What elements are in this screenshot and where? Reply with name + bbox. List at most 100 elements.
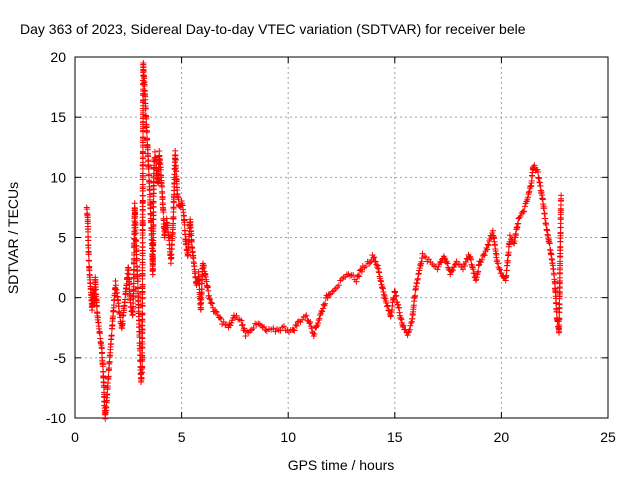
data-point xyxy=(557,244,564,251)
data-point xyxy=(556,323,563,330)
data-point xyxy=(383,299,390,306)
data-point xyxy=(216,314,223,321)
data-point xyxy=(115,303,122,310)
data-point xyxy=(100,383,107,390)
data-point xyxy=(530,163,537,170)
data-point xyxy=(355,272,362,279)
data-point xyxy=(85,251,92,258)
data-point xyxy=(493,251,500,258)
data-point xyxy=(197,305,204,312)
x-tick-label: 25 xyxy=(600,429,616,445)
y-tick-label: 5 xyxy=(58,230,66,246)
data-point xyxy=(503,272,510,279)
data-point xyxy=(157,166,164,173)
data-point xyxy=(406,326,413,333)
data-point xyxy=(139,364,146,371)
data-point xyxy=(291,327,298,334)
data-point xyxy=(521,208,528,215)
data-point xyxy=(484,246,491,253)
data-point xyxy=(228,319,235,326)
data-point xyxy=(306,320,313,327)
data-point xyxy=(200,262,207,269)
y-tick-label: 10 xyxy=(50,169,66,185)
data-point xyxy=(299,316,306,323)
data-point xyxy=(99,363,106,370)
y-tick-label: -10 xyxy=(46,410,66,426)
data-point xyxy=(139,310,146,317)
data-point xyxy=(220,318,227,325)
data-point xyxy=(400,322,407,329)
data-point xyxy=(556,315,563,322)
x-tick-label: 0 xyxy=(71,429,79,445)
data-point xyxy=(270,325,277,332)
data-point xyxy=(363,263,370,270)
data-point xyxy=(556,301,563,308)
data-point xyxy=(136,334,143,341)
data-point xyxy=(119,318,126,325)
data-point xyxy=(213,308,220,315)
data-point xyxy=(277,327,284,334)
data-point xyxy=(451,261,458,268)
data-point xyxy=(506,232,513,239)
data-point xyxy=(139,181,146,188)
data-point xyxy=(496,266,503,273)
data-point xyxy=(132,230,139,237)
data-point xyxy=(122,296,129,303)
data-point xyxy=(198,286,205,293)
data-point xyxy=(133,257,140,264)
data-point xyxy=(293,322,300,329)
data-point xyxy=(460,266,467,273)
data-point xyxy=(143,115,150,122)
data-point xyxy=(496,265,503,272)
data-point xyxy=(144,136,151,143)
data-point xyxy=(188,238,195,245)
data-point xyxy=(444,260,451,267)
data-point xyxy=(227,322,234,329)
data-point xyxy=(99,349,106,356)
data-point xyxy=(422,254,429,261)
data-point xyxy=(494,257,501,264)
data-point xyxy=(86,257,93,264)
y-tick-label: -5 xyxy=(54,350,67,366)
data-point xyxy=(150,198,157,205)
data-point xyxy=(335,282,342,289)
data-point xyxy=(478,256,485,263)
data-point xyxy=(393,292,400,299)
data-point xyxy=(310,330,317,337)
data-point xyxy=(515,220,522,227)
data-point xyxy=(303,312,310,319)
data-point xyxy=(150,222,157,229)
x-axis-label: GPS time / hours xyxy=(288,457,395,473)
data-point xyxy=(324,294,331,301)
data-point xyxy=(461,262,468,269)
data-point xyxy=(145,165,152,172)
data-point xyxy=(469,263,476,270)
data-point xyxy=(315,319,322,326)
data-point xyxy=(384,302,391,309)
data-point xyxy=(167,260,174,267)
data-point xyxy=(404,332,411,339)
data-point xyxy=(218,315,225,322)
data-point xyxy=(209,304,216,311)
data-point xyxy=(139,335,146,342)
data-point xyxy=(408,319,415,326)
data-point xyxy=(238,317,245,324)
data-point xyxy=(480,251,487,258)
data-point xyxy=(168,251,175,258)
data-point xyxy=(181,221,188,228)
y-tick-label: 20 xyxy=(50,49,66,65)
data-point xyxy=(558,192,565,199)
data-point xyxy=(280,323,287,330)
data-point xyxy=(481,252,488,259)
data-point xyxy=(356,273,363,280)
data-point xyxy=(175,196,182,203)
data-point xyxy=(142,105,149,112)
data-point xyxy=(371,254,378,261)
data-point xyxy=(208,299,215,306)
data-point xyxy=(557,260,564,267)
data-point xyxy=(126,281,133,288)
data-point xyxy=(138,375,145,382)
data-point xyxy=(520,208,527,215)
data-point xyxy=(541,205,548,212)
